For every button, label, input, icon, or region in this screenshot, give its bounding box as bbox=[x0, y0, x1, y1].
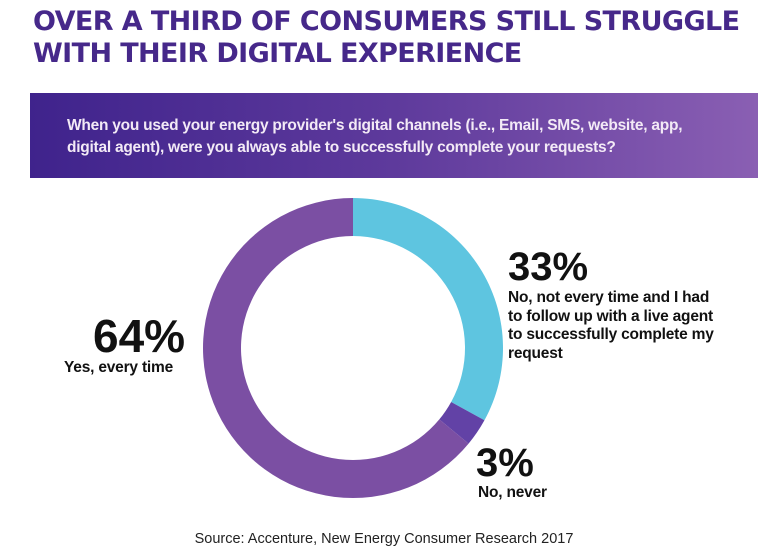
slice-label-no-not-every-time: No, not every time and I had to follow u… bbox=[508, 289, 714, 363]
source-note: Source: Accenture, New Energy Consumer R… bbox=[194, 531, 574, 547]
question-banner: When you used your energy provider's dig… bbox=[30, 93, 758, 178]
question-line-1: When you used your energy provider's dig… bbox=[67, 117, 683, 134]
page-title: OVER A THIRD OF CONSUMERS STILL STRUGGLE… bbox=[33, 6, 753, 70]
donut-slice-yes-every-time bbox=[203, 198, 469, 498]
title-line-2: WITH THEIR DIGITAL EXPERIENCE bbox=[33, 38, 522, 69]
label-line: No, not every time and I had bbox=[508, 289, 710, 306]
question-line-2: digital agent), were you always able to … bbox=[67, 139, 616, 156]
slice-label-no-never: No, never bbox=[478, 484, 547, 501]
label-line: to follow up with a live agent bbox=[508, 307, 713, 325]
slice-label-yes-every-time: Yes, every time bbox=[64, 359, 174, 376]
label-line: to successfully complete my bbox=[508, 326, 714, 343]
donut-slice-no-not-every-time bbox=[353, 198, 503, 421]
label-line: request bbox=[508, 344, 563, 362]
pct-label-yes-every-time: 64% bbox=[93, 310, 186, 362]
donut-slice-no-never bbox=[439, 401, 485, 444]
pct-label-no-never: 3% bbox=[476, 441, 534, 485]
question-text: When you used your energy provider's dig… bbox=[67, 115, 758, 159]
title-line-1: OVER A THIRD OF CONSUMERS STILL STRUGGLE bbox=[33, 6, 740, 37]
pct-label-no-not-every-time: 33% bbox=[508, 245, 589, 289]
